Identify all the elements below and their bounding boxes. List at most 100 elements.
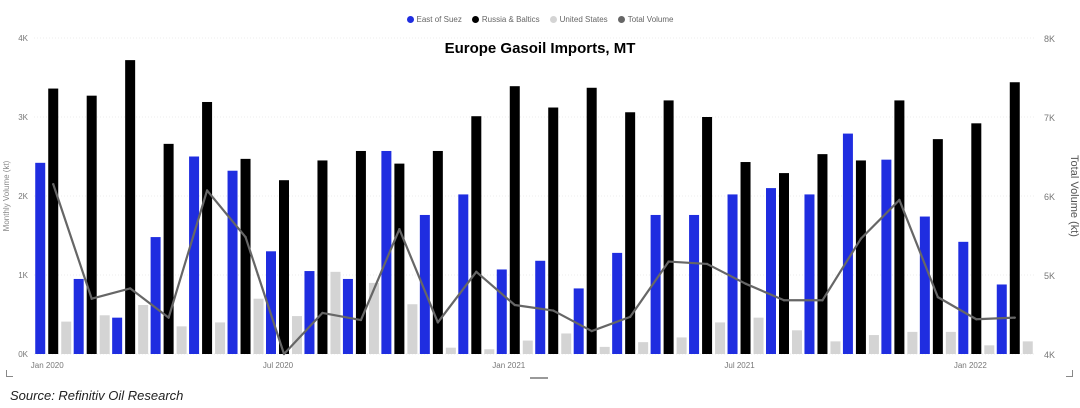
bar-east-of-suez-20 <box>804 194 815 354</box>
bar-united-states-15 <box>638 342 649 354</box>
bar-russia-baltics-20 <box>817 154 828 354</box>
bar-united-states-12 <box>522 340 533 354</box>
bar-east-of-suez-7 <box>304 271 315 354</box>
legend-swatch <box>549 15 557 23</box>
y-tick-right-0: 4K <box>1044 350 1055 360</box>
total-volume-point-8 <box>359 318 363 322</box>
bar-east-of-suez-21 <box>842 133 853 354</box>
bar-east-of-suez-8 <box>342 278 353 354</box>
total-volume-point-9 <box>398 227 401 231</box>
bar-east-of-suez-12 <box>496 269 507 354</box>
bar-east-of-suez-13 <box>535 260 546 354</box>
y-tick-left-3: 3K <box>18 113 28 122</box>
bar-russia-baltics-8 <box>355 150 366 354</box>
total-volume-point-2 <box>128 287 132 290</box>
total-volume-point-21 <box>859 237 863 240</box>
x-tick-4: Jan 2022 <box>954 361 987 370</box>
legend-item-3[interactable]: Total Volume <box>617 11 674 27</box>
total-volume-point-13 <box>552 309 555 312</box>
total-volume-point-10 <box>436 321 440 324</box>
bar-united-states-9 <box>407 304 418 354</box>
bar-russia-baltics-22 <box>894 100 905 354</box>
bar-united-states-0 <box>61 321 72 354</box>
bar-united-states-1 <box>99 315 110 354</box>
bar-united-states-22 <box>907 331 918 354</box>
bar-russia-baltics-23 <box>932 139 943 354</box>
total-volume-point-5 <box>244 235 247 239</box>
bar-russia-baltics-9 <box>394 163 405 354</box>
legend-item-0[interactable]: East of Suez <box>406 11 462 27</box>
bar-russia-baltics-19 <box>779 173 789 354</box>
bar-united-states-5 <box>253 298 264 354</box>
y-tick-left-1: 1K <box>18 271 28 280</box>
total-volume-point-19 <box>782 299 786 302</box>
bar-russia-baltics-25 <box>1009 82 1020 355</box>
total-volume-line <box>52 183 1015 356</box>
bar-russia-baltics-14 <box>586 87 597 355</box>
y-tick-right-3: 7K <box>1044 113 1055 123</box>
bar-united-states-7 <box>330 271 341 354</box>
bar-east-of-suez-1 <box>73 278 84 354</box>
y-tick-right-1: 5K <box>1044 271 1055 281</box>
bar-russia-baltics-12 <box>509 86 520 354</box>
bar-russia-baltics-18 <box>740 162 751 354</box>
legend-label: Total Volume <box>627 14 674 24</box>
bar-east-of-suez-2 <box>112 317 123 354</box>
y-tick-right-2: 6K <box>1044 192 1055 202</box>
total-volume-point-18 <box>744 282 747 285</box>
bar-east-of-suez-24 <box>958 241 969 354</box>
y-axis-label-right: Total Volume (kt) <box>1068 155 1080 237</box>
x-tick-1: Jul 2020 <box>263 361 294 370</box>
bar-russia-baltics-0 <box>48 88 59 354</box>
bar-east-of-suez-17 <box>689 214 700 354</box>
total-volume-point-14 <box>590 329 593 333</box>
total-volume-point-7 <box>321 311 324 315</box>
legend-item-2[interactable]: United States <box>549 11 608 27</box>
total-volume-point-3 <box>167 316 170 319</box>
legend-item-1[interactable]: Russia & Baltics <box>471 11 540 27</box>
total-volume-point-17 <box>705 262 709 266</box>
bar-east-of-suez-16 <box>650 214 661 354</box>
y-tick-left-4: 4K <box>18 34 28 43</box>
legend-swatch <box>617 15 625 23</box>
x-tick-3: Jul 2021 <box>724 361 755 370</box>
bar-united-states-17 <box>715 322 726 354</box>
y-tick-right-4: 8K <box>1044 34 1055 44</box>
total-volume-point-12 <box>513 303 516 307</box>
bar-east-of-suez-6 <box>266 251 276 354</box>
y-axis-label-left: Monthly Volume (kt) <box>2 160 11 231</box>
bar-united-states-8 <box>368 282 379 354</box>
bar-united-states-19 <box>792 330 802 354</box>
bar-east-of-suez-15 <box>612 252 623 354</box>
bar-russia-baltics-17 <box>702 117 713 354</box>
bar-east-of-suez-4 <box>189 156 200 354</box>
total-volume-point-4 <box>205 189 209 192</box>
scrollbar-handle <box>530 377 548 379</box>
bar-east-of-suez-0 <box>35 162 46 354</box>
bar-united-states-2 <box>138 305 149 354</box>
bar-russia-baltics-3 <box>163 143 174 354</box>
bar-east-of-suez-14 <box>573 288 584 354</box>
bar-russia-baltics-1 <box>86 95 97 355</box>
bar-russia-baltics-24 <box>971 123 982 354</box>
total-volume-point-1 <box>90 297 93 300</box>
bar-united-states-14 <box>599 346 610 354</box>
legend-label: United States <box>559 14 608 24</box>
bar-east-of-suez-11 <box>458 194 469 354</box>
total-volume-point-24 <box>975 318 978 321</box>
bar-russia-baltics-6 <box>279 180 289 354</box>
bar-russia-baltics-16 <box>663 100 674 354</box>
y-tick-left-2: 2K <box>18 192 28 201</box>
bar-russia-baltics-7 <box>317 160 328 354</box>
bar-united-states-24 <box>984 345 995 354</box>
bar-united-states-4 <box>215 322 226 354</box>
corner-marker-left <box>6 370 13 377</box>
bar-east-of-suez-9 <box>381 150 392 354</box>
bar-east-of-suez-5 <box>227 170 238 354</box>
legend-label: Russia & Baltics <box>481 14 540 24</box>
bar-united-states-3 <box>176 326 187 354</box>
total-volume-point-0 <box>52 182 55 186</box>
total-volume-point-11 <box>475 270 478 274</box>
corner-marker-right <box>1066 370 1073 377</box>
